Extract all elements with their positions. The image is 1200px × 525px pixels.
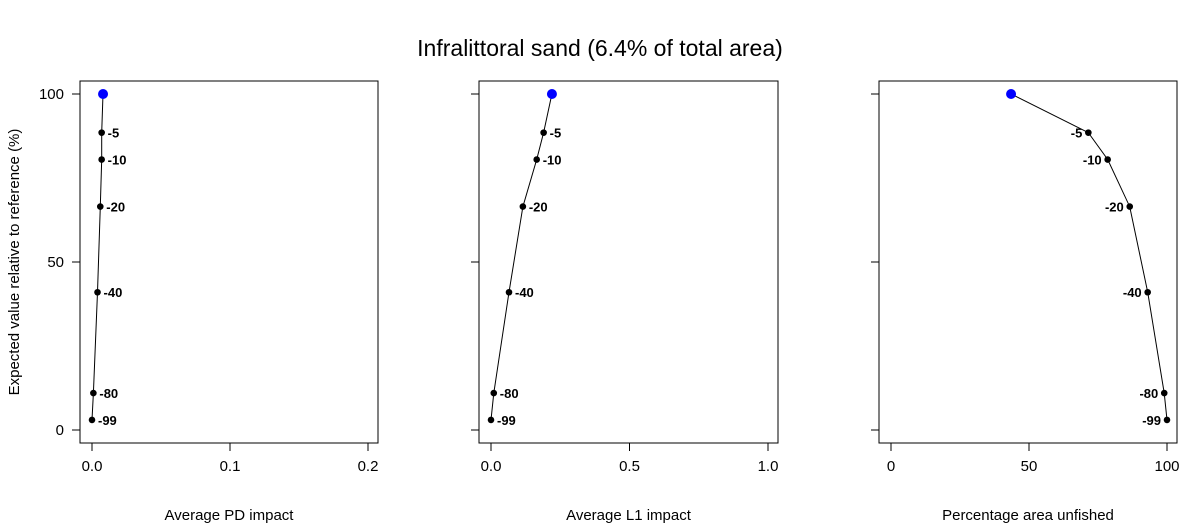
x-tick-label: 0.1 [220, 458, 241, 475]
series-line [91, 93, 104, 420]
point-label: -80 [500, 386, 519, 401]
point-label: -10 [1083, 153, 1102, 168]
data-point [533, 156, 541, 163]
chart-panel-3: 0 50 100 Percentage area unfished -5-10 -20 -4… [871, 80, 1180, 524]
point-label: -5 [1071, 126, 1083, 141]
y-axis-title: Expected value relative to reference (%) [6, 129, 23, 396]
data-point [1126, 203, 1134, 210]
plot-frame [478, 80, 779, 444]
x-axis-title: Average L1 impact [566, 507, 692, 524]
data-point [98, 129, 105, 136]
x-tick-label: 0.0 [481, 458, 502, 475]
y-tick-label: 100 [39, 86, 64, 103]
point-label: -99 [1142, 413, 1161, 428]
x-tick-label: 0 [887, 458, 895, 475]
point-label: -40 [1123, 285, 1142, 300]
point-label: -80 [1139, 386, 1158, 401]
point-label: -5 [108, 126, 120, 141]
data-point [96, 203, 104, 210]
data-point [88, 416, 96, 424]
x-tick-label: 0.5 [619, 458, 640, 475]
x-tick-label: 1.0 [758, 458, 779, 475]
point-label: -10 [108, 153, 127, 168]
point-label: -20 [106, 200, 125, 215]
point-label: -40 [515, 285, 534, 300]
x-tick-label: 0.2 [358, 458, 379, 475]
point-label: -10 [543, 153, 562, 168]
plot-frame [79, 80, 379, 444]
data-point [1104, 156, 1111, 163]
x-tick-label: 100 [1154, 458, 1179, 475]
data-point [98, 156, 105, 163]
reference-point [1006, 89, 1017, 99]
y-tick-label: 50 [47, 254, 64, 271]
x-axis-title: Average PD impact [165, 507, 295, 524]
data-point [1144, 288, 1151, 296]
chart-panel-1: 0.0 0.1 0.2 0 50 100 Average PD impact -5 -10 -20… [39, 80, 379, 524]
y-tick-label: 0 [56, 422, 64, 439]
chart-panel-2: 0.0 0.5 1.0 Average L1 impact -5 -10 -20 -40 -80… [471, 80, 779, 524]
data-point [1160, 389, 1168, 397]
x-axis-title: Percentage area unfished [942, 507, 1114, 524]
point-label: -99 [497, 413, 516, 428]
chart-title: Infralittoral sand (6.4% of total area) [417, 35, 783, 61]
series-line [490, 93, 553, 420]
plot-frame [878, 80, 1178, 444]
data-point [490, 389, 498, 397]
reference-point [98, 89, 109, 99]
data-point [540, 129, 547, 136]
data-point [505, 288, 513, 296]
data-point [90, 389, 97, 397]
data-point [1163, 416, 1171, 424]
series-line [1010, 93, 1168, 420]
data-point [94, 288, 101, 296]
data-point [1085, 129, 1092, 136]
point-label: -20 [529, 200, 548, 215]
reference-point [546, 89, 557, 99]
point-label: -80 [99, 386, 118, 401]
point-label: -5 [550, 126, 562, 141]
point-label: -40 [104, 285, 123, 300]
data-point [519, 203, 527, 210]
point-label: -20 [1105, 200, 1124, 215]
x-tick-label: 0.0 [82, 458, 103, 475]
x-tick-label: 50 [1021, 458, 1038, 475]
data-point [487, 416, 495, 424]
point-label: -99 [98, 413, 117, 428]
